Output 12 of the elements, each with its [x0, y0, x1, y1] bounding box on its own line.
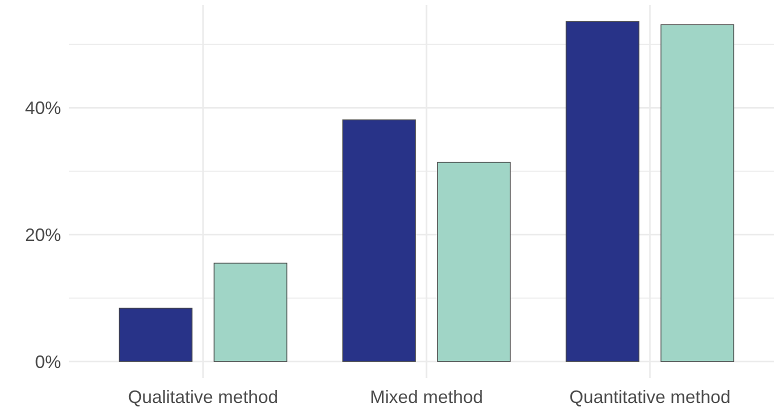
y-tick-label: 20%	[24, 224, 61, 245]
bar	[214, 262, 288, 362]
x-tick-label: Quantitative method	[569, 387, 730, 407]
x-tick-label: Qualitative method	[128, 387, 278, 407]
x-tick-label: Mixed method	[370, 387, 484, 407]
bar	[342, 119, 416, 362]
bar	[660, 24, 734, 362]
y-tick-label: 0%	[34, 352, 61, 372]
y-tick-label: 40%	[24, 98, 61, 118]
bar	[566, 21, 640, 362]
bar	[437, 162, 511, 362]
bar	[118, 308, 192, 362]
